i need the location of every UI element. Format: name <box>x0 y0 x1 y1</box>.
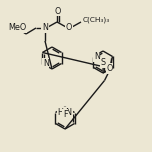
Text: H₂N: H₂N <box>57 108 73 117</box>
Text: MeO: MeO <box>8 24 26 33</box>
Text: O: O <box>66 22 72 31</box>
Text: N: N <box>94 52 100 61</box>
Text: N: N <box>43 59 49 68</box>
Text: F: F <box>63 110 67 119</box>
Text: N: N <box>42 24 48 33</box>
Text: S: S <box>101 58 106 67</box>
Text: O: O <box>55 7 61 16</box>
Text: C(CH₃)₃: C(CH₃)₃ <box>82 17 110 23</box>
Text: O: O <box>106 64 113 73</box>
